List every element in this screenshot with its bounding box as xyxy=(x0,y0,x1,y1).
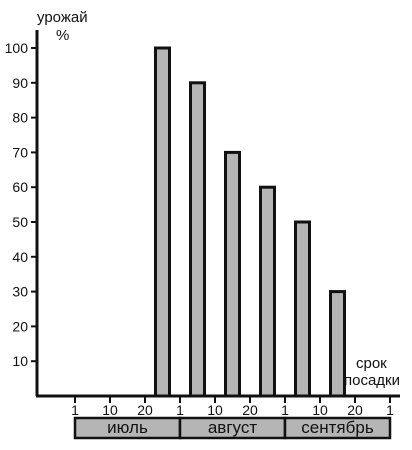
x-tick-label: 1 xyxy=(281,402,289,418)
bar xyxy=(329,290,346,398)
bar xyxy=(259,185,276,398)
x-tick-label: 1 xyxy=(71,402,79,418)
y-axis-title-line-1: урожай xyxy=(37,9,88,26)
bars xyxy=(154,46,346,398)
month-label: июль xyxy=(107,418,148,437)
x-tick-label: 1 xyxy=(176,402,184,418)
x-axis-title-line-2: посадки xyxy=(344,372,400,389)
x-tick-label: 10 xyxy=(102,402,118,418)
month-label: август xyxy=(208,418,257,437)
x-tick-label: 10 xyxy=(207,402,223,418)
y-tick-label: 50 xyxy=(12,214,28,230)
y-tick-label: 20 xyxy=(12,318,28,334)
month-label: сентябрь xyxy=(301,418,374,437)
y-tick-label: 70 xyxy=(12,144,28,160)
y-tick-label: 10 xyxy=(12,353,28,369)
month-box xyxy=(283,416,392,440)
bar xyxy=(224,150,241,398)
x-tick-label: 20 xyxy=(242,402,258,418)
x-tick-label: 1 xyxy=(386,402,394,418)
y-axis: 10 20 30 40 50 60 70 80 90 100 xyxy=(5,30,39,396)
y-tick-label: 30 xyxy=(12,284,28,300)
x-axis-title-line-1: срок xyxy=(356,355,387,372)
x-tick-label: 20 xyxy=(137,402,153,418)
y-tick-label: 80 xyxy=(12,110,28,126)
month-band: июль август сентябрь xyxy=(73,416,392,440)
y-tick-label: 40 xyxy=(12,249,28,265)
bar xyxy=(189,81,206,398)
y-tick-label: 100 xyxy=(5,40,29,56)
x-tick-label: 10 xyxy=(312,402,328,418)
bar xyxy=(154,46,171,398)
x-tick-label: 20 xyxy=(347,402,363,418)
y-tick-label: 90 xyxy=(12,75,28,91)
bar xyxy=(294,220,311,398)
y-tick-label: 60 xyxy=(12,179,28,195)
y-axis-title-line-2: % xyxy=(56,27,69,44)
x-axis-title: срок посадки xyxy=(344,355,400,389)
x-axis: 1 10 20 1 10 20 1 10 20 1 xyxy=(36,394,400,418)
y-axis-title: урожай % xyxy=(37,9,88,44)
